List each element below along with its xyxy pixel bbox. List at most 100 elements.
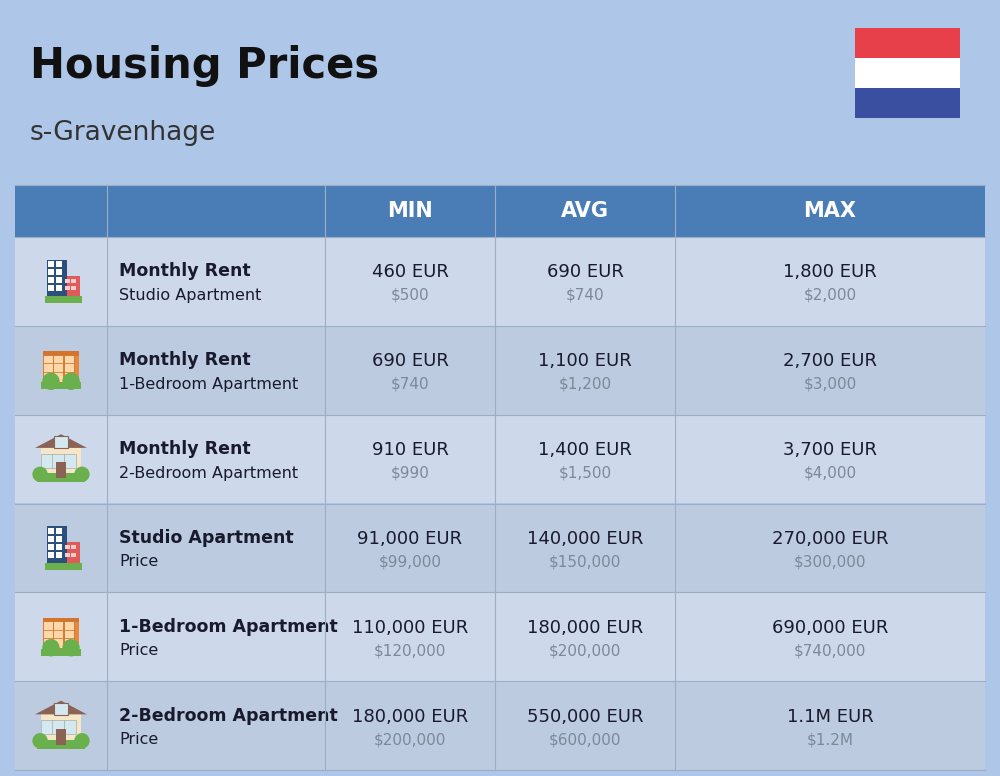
Bar: [41, 383, 81, 390]
Bar: [64, 720, 76, 734]
Bar: [675, 237, 985, 326]
Bar: [64, 454, 76, 468]
Text: $740: $740: [566, 288, 604, 303]
Text: $740: $740: [391, 377, 429, 392]
Text: $600,000: $600,000: [549, 732, 621, 747]
Bar: [56, 462, 66, 478]
Bar: [45, 296, 82, 303]
Bar: [325, 681, 495, 770]
Bar: [64, 621, 74, 631]
Bar: [65, 553, 70, 557]
Bar: [71, 545, 76, 549]
Text: 180,000 EUR: 180,000 EUR: [352, 708, 468, 726]
Bar: [325, 326, 495, 414]
Text: 140,000 EUR: 140,000 EUR: [527, 530, 643, 548]
Bar: [65, 286, 70, 290]
Bar: [325, 414, 495, 504]
Text: $1,500: $1,500: [558, 466, 612, 480]
Circle shape: [75, 467, 89, 481]
Bar: [64, 355, 74, 365]
Bar: [495, 414, 675, 504]
Bar: [56, 285, 62, 291]
Text: 270,000 EUR: 270,000 EUR: [772, 530, 888, 548]
Text: Monthly Rent: Monthly Rent: [119, 352, 251, 369]
Bar: [41, 649, 81, 656]
Bar: [43, 621, 53, 631]
Bar: [43, 618, 79, 622]
Bar: [675, 185, 985, 237]
Text: Price: Price: [119, 643, 158, 658]
Bar: [56, 552, 62, 558]
Circle shape: [43, 373, 59, 390]
Text: Studio Apartment: Studio Apartment: [119, 529, 294, 547]
Text: 2-Bedroom Apartment: 2-Bedroom Apartment: [119, 466, 298, 480]
Bar: [54, 703, 68, 715]
Text: MIN: MIN: [387, 201, 433, 221]
Bar: [107, 414, 325, 504]
Bar: [675, 504, 985, 592]
Bar: [56, 528, 62, 534]
Bar: [37, 740, 85, 749]
Bar: [71, 279, 76, 282]
Text: $3,000: $3,000: [803, 377, 857, 392]
Text: Price: Price: [119, 554, 158, 570]
Bar: [495, 237, 675, 326]
Bar: [107, 237, 325, 326]
Text: 690 EUR: 690 EUR: [372, 352, 448, 370]
Text: MAX: MAX: [804, 201, 856, 221]
Bar: [65, 276, 80, 303]
Bar: [53, 355, 63, 365]
Text: $4,000: $4,000: [803, 466, 857, 480]
Bar: [43, 352, 79, 390]
Bar: [495, 681, 675, 770]
Text: $120,000: $120,000: [374, 643, 446, 658]
Bar: [675, 414, 985, 504]
Bar: [48, 277, 54, 283]
Bar: [15, 326, 107, 414]
Circle shape: [63, 373, 79, 390]
Text: s-Gravenhage: s-Gravenhage: [30, 120, 216, 146]
Text: 460 EUR: 460 EUR: [372, 263, 448, 282]
Bar: [41, 454, 53, 468]
Text: 1-Bedroom Apartment: 1-Bedroom Apartment: [119, 377, 298, 392]
Text: 2-Bedroom Apartment: 2-Bedroom Apartment: [119, 707, 338, 725]
Bar: [71, 286, 76, 290]
Bar: [495, 326, 675, 414]
Text: $740,000: $740,000: [794, 643, 866, 658]
Bar: [107, 326, 325, 414]
Text: $200,000: $200,000: [549, 643, 621, 658]
Bar: [107, 681, 325, 770]
Bar: [65, 279, 70, 282]
Text: Studio Apartment: Studio Apartment: [119, 288, 261, 303]
Bar: [48, 552, 54, 558]
Circle shape: [43, 639, 59, 656]
Bar: [53, 621, 63, 631]
Bar: [53, 372, 63, 382]
Bar: [64, 372, 74, 382]
Text: $1,200: $1,200: [558, 377, 612, 392]
Text: Monthly Rent: Monthly Rent: [119, 262, 251, 280]
Bar: [53, 638, 63, 648]
Bar: [48, 535, 54, 542]
Bar: [43, 363, 53, 373]
Bar: [675, 681, 985, 770]
Bar: [325, 237, 495, 326]
Polygon shape: [35, 435, 87, 448]
Bar: [64, 363, 74, 373]
Bar: [107, 185, 325, 237]
Bar: [48, 528, 54, 534]
Text: $990: $990: [391, 466, 429, 480]
Circle shape: [33, 734, 47, 748]
Bar: [54, 436, 68, 449]
Bar: [53, 629, 63, 639]
Text: Price: Price: [119, 732, 158, 747]
Bar: [495, 504, 675, 592]
Bar: [48, 285, 54, 291]
Bar: [855, 28, 960, 58]
Text: Monthly Rent: Monthly Rent: [119, 440, 251, 458]
Text: 910 EUR: 910 EUR: [372, 441, 448, 459]
Circle shape: [75, 734, 89, 748]
Bar: [52, 454, 64, 468]
Bar: [43, 352, 79, 356]
Bar: [325, 504, 495, 592]
